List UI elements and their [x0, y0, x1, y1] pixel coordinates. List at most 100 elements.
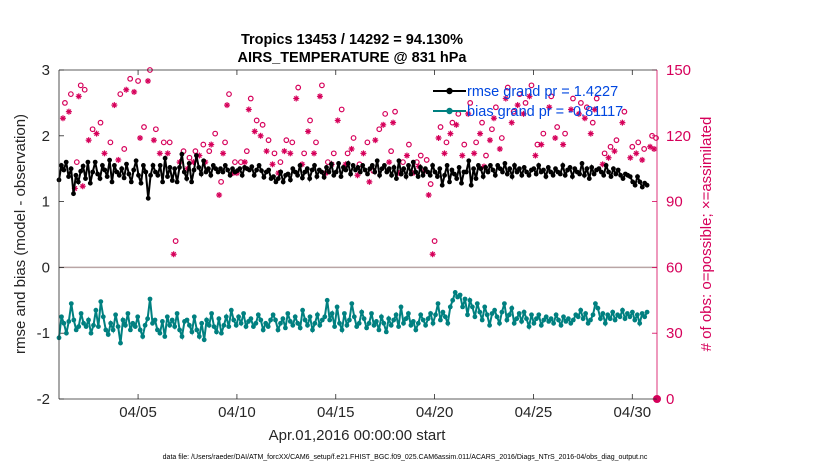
rmse-point: [90, 169, 96, 175]
obs-possible-marker: [243, 148, 250, 155]
rmse-point: [545, 165, 551, 170]
bias-point: [356, 320, 362, 326]
obs-assimilated-marker: [502, 95, 509, 102]
rmse-point: [336, 161, 341, 166]
obs-assimilated-marker: [560, 141, 567, 148]
bias-point: [590, 312, 596, 318]
obs-assimilated-stroke: [171, 251, 177, 257]
obs-assimilated-marker: [115, 156, 122, 163]
x-tick-label: 04/20: [416, 404, 454, 421]
obs-possible-marker: [540, 130, 547, 137]
obs-assimilated-stroke: [568, 106, 574, 113]
bias-point: [312, 320, 318, 326]
obs-possible-marker: [498, 135, 505, 141]
bias-point: [386, 316, 392, 322]
bias-point: [433, 312, 438, 318]
obs-assimilated-stroke: [317, 93, 323, 99]
rmse-point: [181, 169, 187, 175]
chart-title-line1: Tropics 13453 / 14292 = 94.130%: [241, 32, 463, 48]
rmse-point: [213, 166, 219, 172]
rmse-point: [430, 163, 435, 168]
rmse-point: [280, 179, 286, 185]
rmse-point: [288, 177, 293, 183]
rmse-point: [157, 163, 163, 168]
obs-possible-marker: [570, 95, 576, 102]
bias-point: [440, 309, 446, 315]
y-left-tick-label: -1: [37, 325, 50, 342]
rmse-point: [391, 165, 397, 170]
obs-assimilated-marker: [435, 134, 442, 141]
obs-assimilated-stroke: [430, 251, 436, 257]
bias-point: [78, 311, 84, 316]
bias-point: [66, 319, 72, 324]
rmse-point: [92, 159, 98, 165]
legend-bias-label: bias grand pr = -0.81117: [467, 104, 623, 120]
bias-point: [179, 334, 185, 339]
rmse-point: [591, 171, 597, 177]
bias-point: [236, 314, 242, 320]
bias-point: [418, 312, 424, 318]
bias-point: [391, 317, 397, 323]
rmse-point: [292, 169, 298, 175]
bias-point: [472, 314, 478, 320]
rmse-point: [456, 165, 462, 170]
obs-assimilated-marker: [224, 102, 231, 109]
obs-possible-marker: [222, 139, 228, 146]
obs-possible-marker: [516, 91, 523, 98]
obs-assimilated-marker: [591, 106, 598, 113]
rmse-point: [384, 169, 390, 175]
rmse-point: [454, 176, 460, 182]
rmse-point: [598, 169, 604, 175]
rmse-point: [201, 158, 207, 164]
obs-possible-marker: [635, 139, 642, 146]
bias-point: [327, 317, 333, 323]
bias-point: [366, 320, 372, 326]
bias-point: [324, 297, 330, 303]
rmse-point: [343, 167, 349, 173]
bias-point: [627, 314, 633, 320]
obs-assimilated-stroke: [487, 137, 493, 143]
obs-assimilated-marker: [220, 150, 227, 157]
bias-point: [349, 301, 355, 306]
rmse-point: [208, 172, 214, 178]
bias-point: [502, 301, 507, 306]
obs-assimilated-stroke: [157, 150, 163, 156]
obs-assimilated-stroke: [453, 122, 459, 128]
rmse-point: [509, 174, 515, 180]
rmse-point: [526, 172, 532, 178]
rmse-point: [314, 174, 320, 180]
obs-assimilated-stroke: [477, 131, 483, 137]
rmse-point: [278, 169, 284, 175]
obs-assimilated-stroke: [76, 93, 82, 99]
bias-point: [273, 317, 278, 323]
obs-assimilated-stroke: [366, 179, 372, 185]
rmse-point: [579, 161, 585, 166]
obs-assimilated-marker: [611, 148, 618, 155]
obs-possible-marker: [417, 152, 424, 159]
bias-point: [214, 329, 219, 335]
bias-point: [305, 322, 310, 328]
rmse-point: [512, 163, 517, 168]
rmse-point: [73, 172, 79, 178]
obs-possible-marker: [107, 139, 114, 146]
obs-possible-marker: [554, 124, 561, 130]
bias-point: [278, 320, 283, 326]
bias-point: [585, 320, 591, 326]
rmse-point: [372, 169, 378, 175]
bias-point: [243, 324, 249, 329]
rmse-point: [194, 153, 199, 158]
bias-point: [637, 320, 643, 326]
obs-assimilated-marker: [311, 150, 318, 157]
rmse-point: [480, 174, 486, 180]
bias-point: [334, 304, 340, 310]
rmse-point: [644, 182, 650, 188]
bias-point: [588, 317, 593, 323]
bias-point: [612, 317, 618, 323]
rmse-point: [463, 169, 469, 175]
bias-point: [410, 319, 416, 324]
rmse-point: [141, 163, 146, 168]
bias-point: [593, 301, 598, 306]
bias-point: [622, 316, 628, 322]
bias-point: [551, 320, 556, 326]
